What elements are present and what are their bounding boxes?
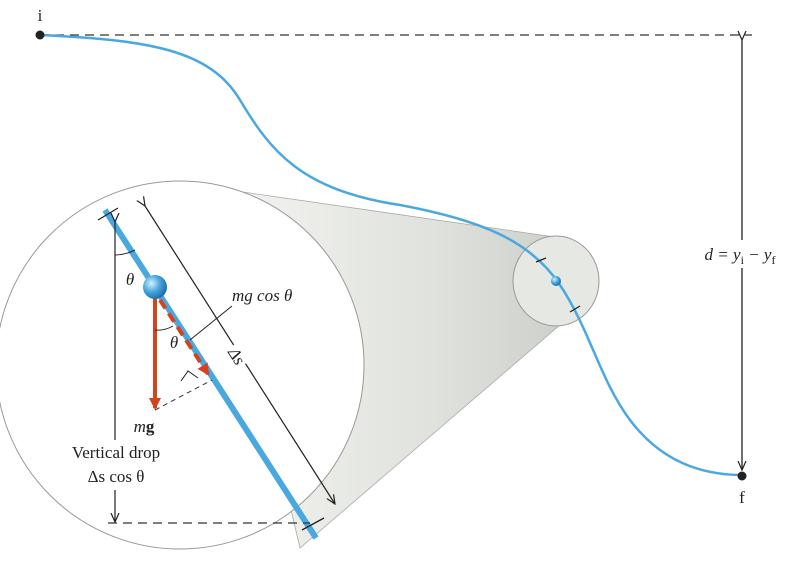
track (39, 33, 743, 477)
start-label: i (38, 6, 43, 25)
height-main: − y (744, 245, 772, 264)
label-bg (690, 240, 789, 268)
drop-value: Δs cos θ (88, 467, 145, 486)
height-sub: f (771, 253, 775, 267)
bead-small (551, 276, 561, 286)
height-main: d = y (705, 245, 741, 264)
end-label: f (739, 488, 745, 507)
angle-label: θ (126, 270, 134, 289)
magnified-circle (0, 180, 365, 550)
right-angle (180, 370, 199, 382)
weight-label: mg (134, 417, 155, 436)
bead (143, 275, 167, 299)
tick (97, 207, 119, 221)
component-label: mg cos θ (232, 286, 292, 305)
projection-line (154, 379, 213, 411)
leader-line (189, 305, 233, 341)
height-label: d = yi − yf (705, 245, 776, 267)
label-bg (219, 339, 255, 373)
height-sub: i (741, 253, 745, 267)
tick (535, 257, 547, 263)
start-point (35, 30, 45, 40)
angle-arc (114, 249, 136, 256)
label-bg (56, 440, 176, 490)
weight-m: m (134, 417, 146, 436)
tick (301, 517, 325, 531)
angle-label: θ (170, 333, 178, 352)
weight-g: g (146, 417, 155, 436)
end-point (737, 471, 747, 481)
tick (569, 305, 581, 313)
component-arrow (158, 298, 210, 376)
angle-arc (154, 325, 174, 331)
drop-title: Vertical drop (72, 443, 160, 462)
